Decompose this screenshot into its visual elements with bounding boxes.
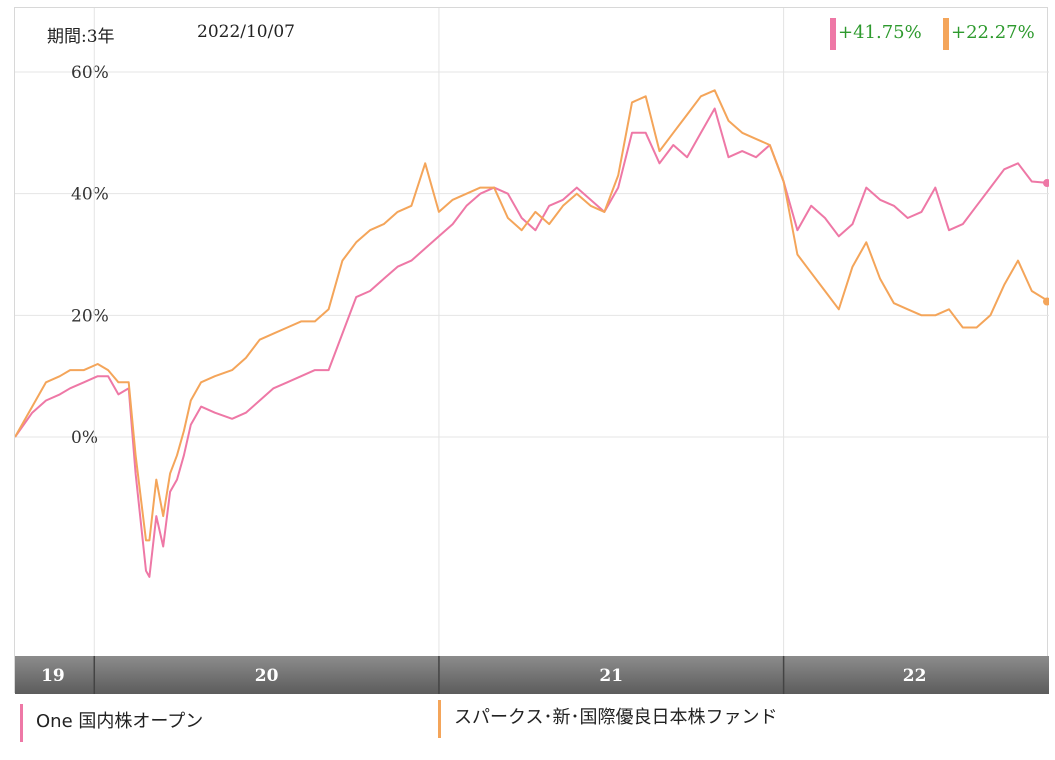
y-tick-label: 20%: [71, 306, 109, 326]
legend-color-bar-1: [20, 704, 23, 742]
x-axis-band: [15, 656, 1049, 694]
y-tick-label: 0%: [71, 428, 98, 448]
series-line-1: [15, 107, 1049, 578]
return-value-1: +41.75%: [838, 22, 922, 43]
chart-plot: 60% 40% 20% 0% 19 20 21 22: [15, 8, 1049, 694]
series-endpoint-1: [1043, 179, 1049, 188]
x-tick-label: 22: [903, 666, 927, 686]
legend-item-1: One 国内株オープン: [20, 702, 203, 742]
x-tick-label: 19: [41, 666, 65, 686]
period-label: 期間:3年: [47, 27, 115, 47]
legend-color-bar-2: [438, 700, 441, 738]
legend-item-2: スパークス･新･国際優良日本株ファンド: [438, 698, 777, 738]
y-tick-label: 40%: [71, 185, 109, 205]
x-tick-label: 20: [255, 666, 279, 686]
legend-label-1: One 国内株オープン: [36, 711, 204, 732]
legend-label-2: スパークス･新･国際優良日本株ファンド: [454, 707, 778, 728]
return-badge-2: +22.27%: [943, 18, 1035, 50]
date-label: 2022/10/07: [197, 22, 295, 42]
return-color-bar-2: [943, 18, 949, 50]
return-value-2: +22.27%: [951, 22, 1035, 43]
series-endpoint-2: [1043, 297, 1049, 306]
series-line-2: [15, 89, 1049, 542]
return-color-bar-1: [830, 18, 836, 50]
chart-frame: 60% 40% 20% 0% 19 20 21 22 期間:3年 2022/10/07 +41…: [14, 7, 1049, 694]
return-badge-1: +41.75%: [830, 18, 922, 50]
y-tick-label: 60%: [71, 63, 109, 83]
x-tick-label: 21: [599, 666, 623, 686]
